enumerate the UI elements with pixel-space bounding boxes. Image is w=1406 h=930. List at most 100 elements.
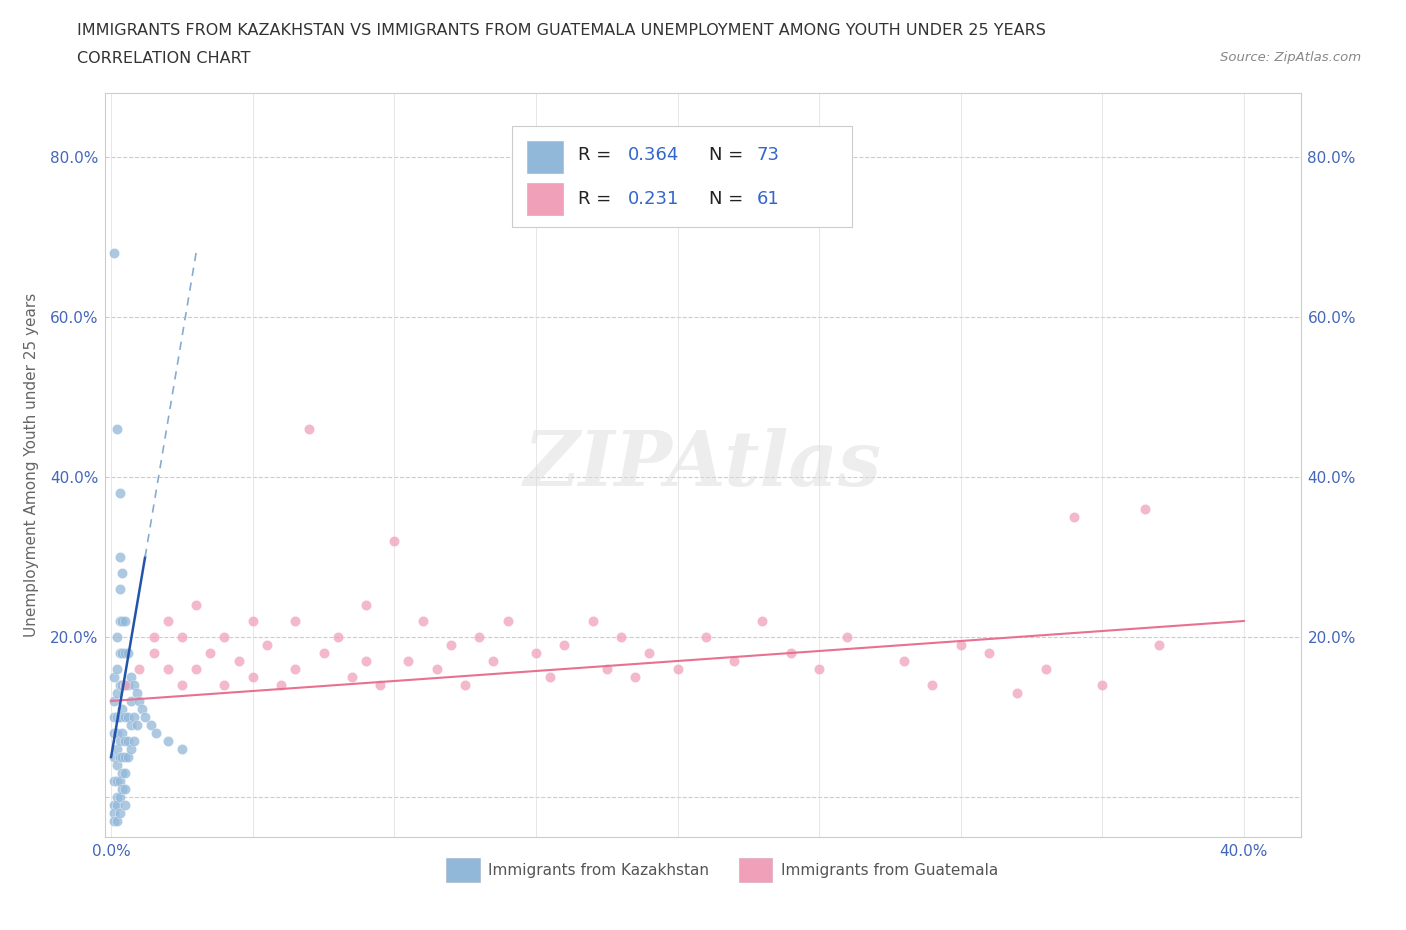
- Point: [142, 630, 165, 644]
- Point: [122, 678, 145, 693]
- Point: [120, 741, 142, 756]
- Y-axis label: Unemployment Among Youth under 25 years: Unemployment Among Youth under 25 years: [24, 293, 39, 637]
- Text: N =: N =: [709, 147, 749, 165]
- Point: [103, 246, 125, 260]
- Point: [117, 678, 139, 693]
- Text: 0.364: 0.364: [627, 147, 679, 165]
- Text: Source: ZipAtlas.com: Source: ZipAtlas.com: [1220, 51, 1361, 64]
- Point: [103, 774, 125, 789]
- Point: [108, 750, 131, 764]
- Point: [145, 725, 167, 740]
- Point: [723, 654, 745, 669]
- Point: [368, 678, 391, 693]
- Point: [105, 421, 128, 436]
- Point: [751, 614, 773, 629]
- Point: [111, 645, 134, 660]
- FancyBboxPatch shape: [446, 857, 479, 882]
- Point: [108, 678, 131, 693]
- Point: [105, 741, 128, 756]
- Point: [125, 685, 148, 700]
- FancyBboxPatch shape: [527, 183, 564, 215]
- Point: [1035, 661, 1057, 676]
- Point: [949, 638, 972, 653]
- Text: 0.231: 0.231: [627, 190, 679, 207]
- Point: [256, 638, 278, 653]
- FancyBboxPatch shape: [740, 857, 772, 882]
- Point: [134, 710, 156, 724]
- Point: [977, 645, 1000, 660]
- Point: [312, 645, 335, 660]
- Point: [111, 701, 134, 716]
- Point: [298, 421, 321, 436]
- Point: [120, 670, 142, 684]
- Point: [128, 661, 150, 676]
- Point: [354, 654, 377, 669]
- Text: R =: R =: [578, 190, 616, 207]
- Point: [426, 661, 449, 676]
- Point: [1007, 685, 1029, 700]
- Point: [382, 534, 405, 549]
- Point: [398, 654, 420, 669]
- Point: [553, 638, 575, 653]
- Point: [103, 725, 125, 740]
- Point: [131, 701, 153, 716]
- Point: [837, 630, 859, 644]
- Point: [184, 661, 207, 676]
- Point: [120, 718, 142, 733]
- Point: [117, 734, 139, 749]
- Point: [105, 630, 128, 644]
- Text: 73: 73: [756, 147, 780, 165]
- Point: [139, 718, 162, 733]
- Point: [108, 734, 131, 749]
- Point: [114, 781, 136, 796]
- Point: [111, 750, 134, 764]
- Point: [1091, 678, 1114, 693]
- FancyBboxPatch shape: [527, 140, 564, 173]
- Point: [105, 685, 128, 700]
- Point: [581, 614, 603, 629]
- Point: [111, 565, 134, 580]
- Point: [105, 661, 128, 676]
- Text: Immigrants from Guatemala: Immigrants from Guatemala: [780, 863, 998, 878]
- Point: [1133, 501, 1156, 516]
- Text: CORRELATION CHART: CORRELATION CHART: [77, 51, 250, 66]
- Point: [103, 805, 125, 820]
- Point: [114, 645, 136, 660]
- Point: [779, 645, 801, 660]
- Point: [214, 630, 236, 644]
- Point: [326, 630, 349, 644]
- Point: [496, 614, 519, 629]
- Point: [156, 614, 179, 629]
- Point: [114, 678, 136, 693]
- Point: [170, 630, 193, 644]
- Point: [108, 485, 131, 500]
- Point: [111, 678, 134, 693]
- Point: [284, 614, 307, 629]
- Point: [440, 638, 463, 653]
- Point: [354, 598, 377, 613]
- Point: [111, 781, 134, 796]
- Point: [120, 694, 142, 709]
- Point: [105, 798, 128, 813]
- Text: 61: 61: [756, 190, 779, 207]
- Text: Immigrants from Kazakhstan: Immigrants from Kazakhstan: [488, 863, 709, 878]
- Point: [114, 750, 136, 764]
- Point: [111, 614, 134, 629]
- Point: [103, 694, 125, 709]
- Point: [105, 725, 128, 740]
- Point: [108, 550, 131, 565]
- Point: [105, 814, 128, 829]
- Point: [1063, 510, 1085, 525]
- Point: [108, 790, 131, 804]
- Point: [893, 654, 915, 669]
- Point: [921, 678, 943, 693]
- Point: [156, 661, 179, 676]
- Point: [142, 645, 165, 660]
- Point: [1147, 638, 1170, 653]
- Point: [624, 670, 647, 684]
- Point: [108, 645, 131, 660]
- Point: [108, 710, 131, 724]
- Point: [114, 710, 136, 724]
- Point: [524, 645, 547, 660]
- Point: [114, 614, 136, 629]
